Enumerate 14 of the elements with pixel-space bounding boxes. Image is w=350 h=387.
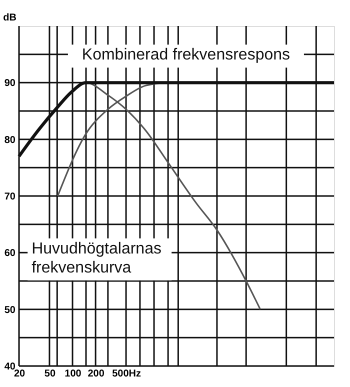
- y-tick-label: 90: [4, 78, 16, 90]
- y-tick-label: 80: [4, 134, 16, 146]
- y-tick-label: 40: [4, 362, 16, 372]
- x-tick-label: 50: [44, 368, 56, 380]
- x-tick-label: 200: [88, 368, 105, 380]
- annotation: Huvudhögtalarnas frekvenskurva: [32, 240, 162, 276]
- x-tick-label: 100: [64, 368, 82, 380]
- y-tick-label: 50: [4, 304, 16, 316]
- x-tick-label: 500Hz: [112, 368, 141, 380]
- y-tick-label: 60: [4, 248, 16, 260]
- annotation: Kombinerad frekvensrespons: [82, 46, 290, 64]
- x-tick-label: 20: [14, 368, 26, 380]
- y-axis-title: dB: [3, 12, 16, 24]
- y-tick-label: 70: [4, 192, 16, 202]
